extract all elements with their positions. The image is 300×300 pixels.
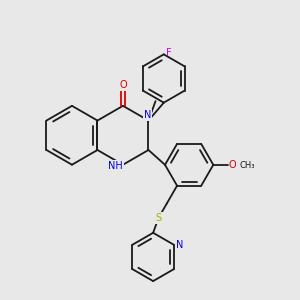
Text: N: N (176, 240, 183, 250)
Text: S: S (156, 213, 162, 223)
Text: O: O (229, 160, 236, 170)
Text: NH: NH (108, 161, 123, 171)
Text: F: F (166, 48, 172, 58)
Text: N: N (144, 110, 151, 120)
Text: CH₃: CH₃ (239, 161, 255, 170)
Text: O: O (119, 80, 127, 90)
